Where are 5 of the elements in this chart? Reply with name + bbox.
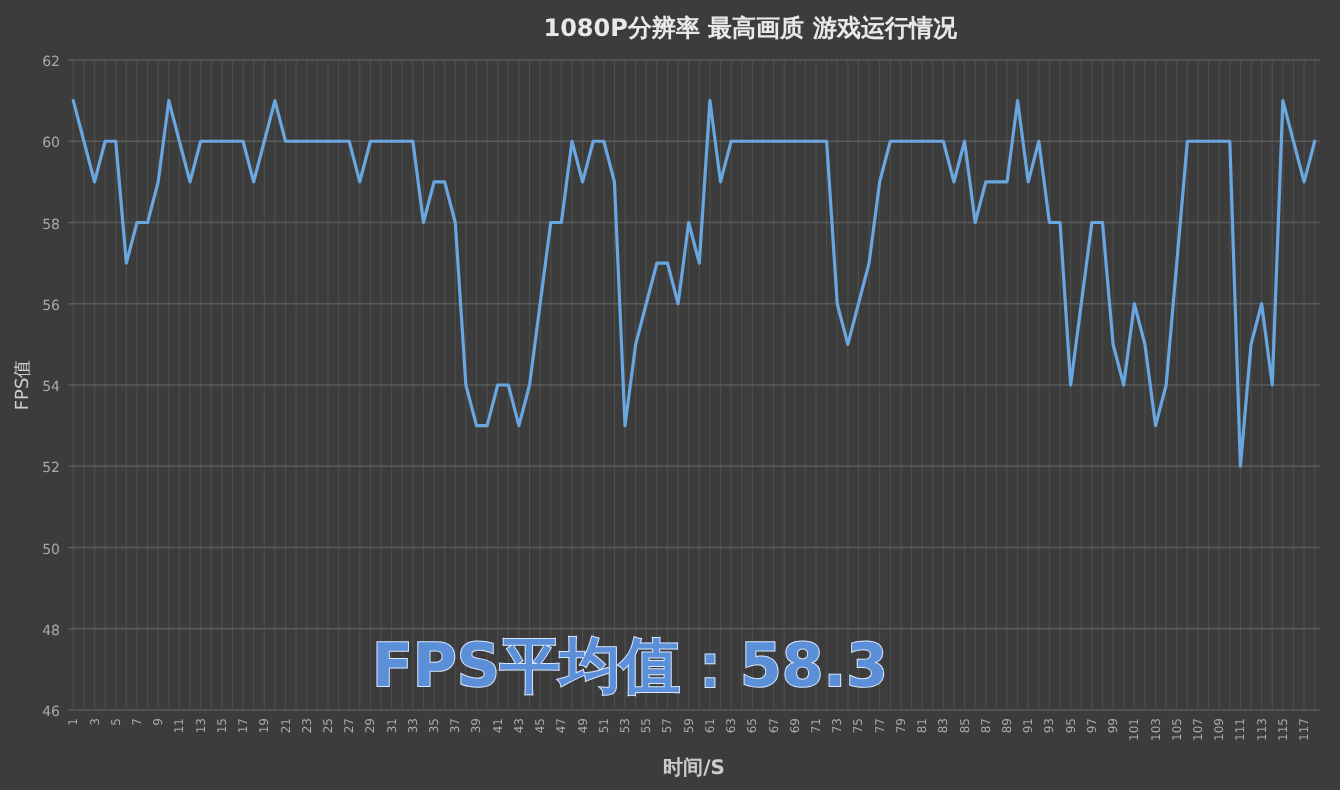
y-axis-title: FPS值	[12, 359, 34, 411]
line-series	[71, 99, 1317, 468]
x-axis-title: 时间/S	[663, 756, 725, 780]
annotation: FPS平均值：58.3	[371, 632, 889, 702]
chart-title: 1080P分辨率 最高画质 游戏运行情况	[543, 14, 959, 42]
